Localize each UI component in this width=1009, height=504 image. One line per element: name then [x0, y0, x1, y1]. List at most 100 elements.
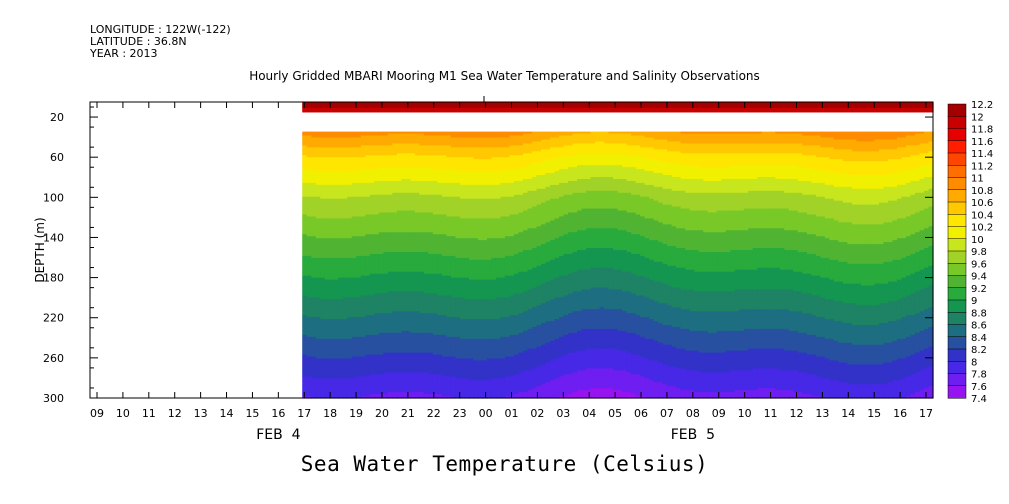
heatmap-cell [360, 283, 366, 287]
heatmap-cell [369, 378, 375, 381]
heatmap-cell [347, 340, 353, 344]
heatmap-cell [360, 131, 366, 135]
heatmap-cell [302, 323, 308, 326]
heatmap-cell [302, 246, 308, 249]
heatmap-cell [356, 360, 362, 364]
heatmap-cell [419, 255, 425, 259]
heatmap-cell [410, 350, 416, 354]
heatmap-cell [342, 135, 348, 139]
heatmap-cell [423, 173, 429, 176]
heatmap-cell [414, 238, 420, 241]
heatmap-cell [333, 135, 339, 139]
heatmap-cell [306, 297, 312, 300]
heatmap-cell [302, 139, 308, 143]
heatmap-cell [387, 271, 393, 275]
heatmap-cell [324, 358, 330, 362]
heatmap-cell [302, 210, 308, 214]
heatmap-cell [320, 169, 326, 172]
heatmap-cell [396, 147, 402, 150]
heatmap-cell [324, 321, 330, 324]
heatmap-cell [405, 210, 411, 214]
heatmap-cell [369, 216, 375, 220]
heatmap-cell [324, 336, 330, 340]
heatmap-cell [347, 141, 353, 145]
heatmap-cell [383, 251, 389, 255]
heatmap-cell [432, 161, 439, 164]
heatmap-cell [302, 313, 308, 316]
heatmap-cell [423, 324, 429, 328]
heatmap-cell [311, 394, 317, 397]
heatmap-cell [347, 248, 353, 251]
heatmap-cell [383, 190, 389, 194]
heatmap-cell [401, 350, 407, 354]
heatmap-cell [324, 161, 330, 164]
heatmap-cell [392, 364, 398, 368]
heatmap-cell [405, 143, 411, 147]
heatmap-cell [437, 378, 443, 381]
heatmap-cell [423, 289, 429, 293]
heatmap-cell [374, 257, 380, 261]
heatmap-cell [351, 175, 357, 178]
heatmap-cell [441, 220, 448, 223]
heatmap-cell [360, 171, 366, 174]
heatmap-cell [387, 305, 393, 308]
heatmap-cell [329, 338, 335, 342]
heatmap-cell [392, 366, 398, 369]
heatmap-cell [338, 234, 344, 237]
heatmap-cell [401, 301, 407, 304]
heatmap-cell [347, 386, 353, 389]
heatmap-cell [320, 167, 326, 170]
heatmap-cell [324, 360, 330, 364]
heatmap-cell [356, 230, 362, 233]
heatmap-cell [338, 307, 344, 310]
heatmap-cell [338, 236, 344, 239]
heatmap-cell [383, 204, 389, 208]
heatmap-cell [387, 311, 393, 314]
heatmap-cell [428, 368, 434, 371]
heatmap-cell [414, 190, 420, 194]
heatmap-cell [441, 277, 448, 281]
heatmap-cell [315, 382, 321, 385]
heatmap-cell [360, 279, 366, 283]
heatmap-cell [320, 326, 326, 330]
heatmap-cell [356, 336, 362, 340]
heatmap-cell [441, 348, 448, 352]
heatmap-cell [315, 376, 321, 379]
heatmap-cell [347, 250, 353, 253]
heatmap-cell [320, 206, 326, 210]
heatmap-cell [320, 236, 326, 239]
heatmap-cell [311, 269, 317, 273]
heatmap-cell [347, 370, 353, 373]
heatmap-cell [414, 346, 420, 350]
heatmap-cell [387, 285, 393, 289]
heatmap-cell [342, 303, 348, 306]
heatmap-cell [387, 390, 393, 393]
heatmap-cell [347, 102, 353, 105]
heatmap-cell [396, 319, 402, 322]
heatmap-cell [365, 141, 371, 145]
heatmap-cell [347, 184, 353, 188]
heatmap-cell [396, 336, 402, 340]
heatmap-cell [432, 143, 439, 147]
heatmap-cell [369, 297, 375, 300]
heatmap-cell [383, 210, 389, 214]
heatmap-cell [302, 390, 308, 393]
heatmap-cell [369, 370, 375, 373]
heatmap-cell [414, 293, 420, 296]
heatmap-cell [428, 374, 434, 377]
heatmap-cell [405, 390, 411, 393]
heatmap-cell [383, 139, 389, 143]
heatmap-cell [329, 184, 335, 188]
heatmap-cell [437, 269, 443, 273]
heatmap-cell [437, 202, 443, 206]
heatmap-cell [338, 251, 344, 255]
heatmap-cell [320, 273, 326, 277]
heatmap-cell [338, 184, 344, 188]
heatmap-cell [369, 107, 375, 111]
heatmap-cell [351, 255, 357, 259]
heatmap-cell [360, 165, 366, 168]
heatmap-cell [333, 362, 339, 366]
heatmap-cell [333, 330, 339, 334]
heatmap-cell [360, 346, 366, 350]
heatmap-cell [306, 222, 312, 225]
